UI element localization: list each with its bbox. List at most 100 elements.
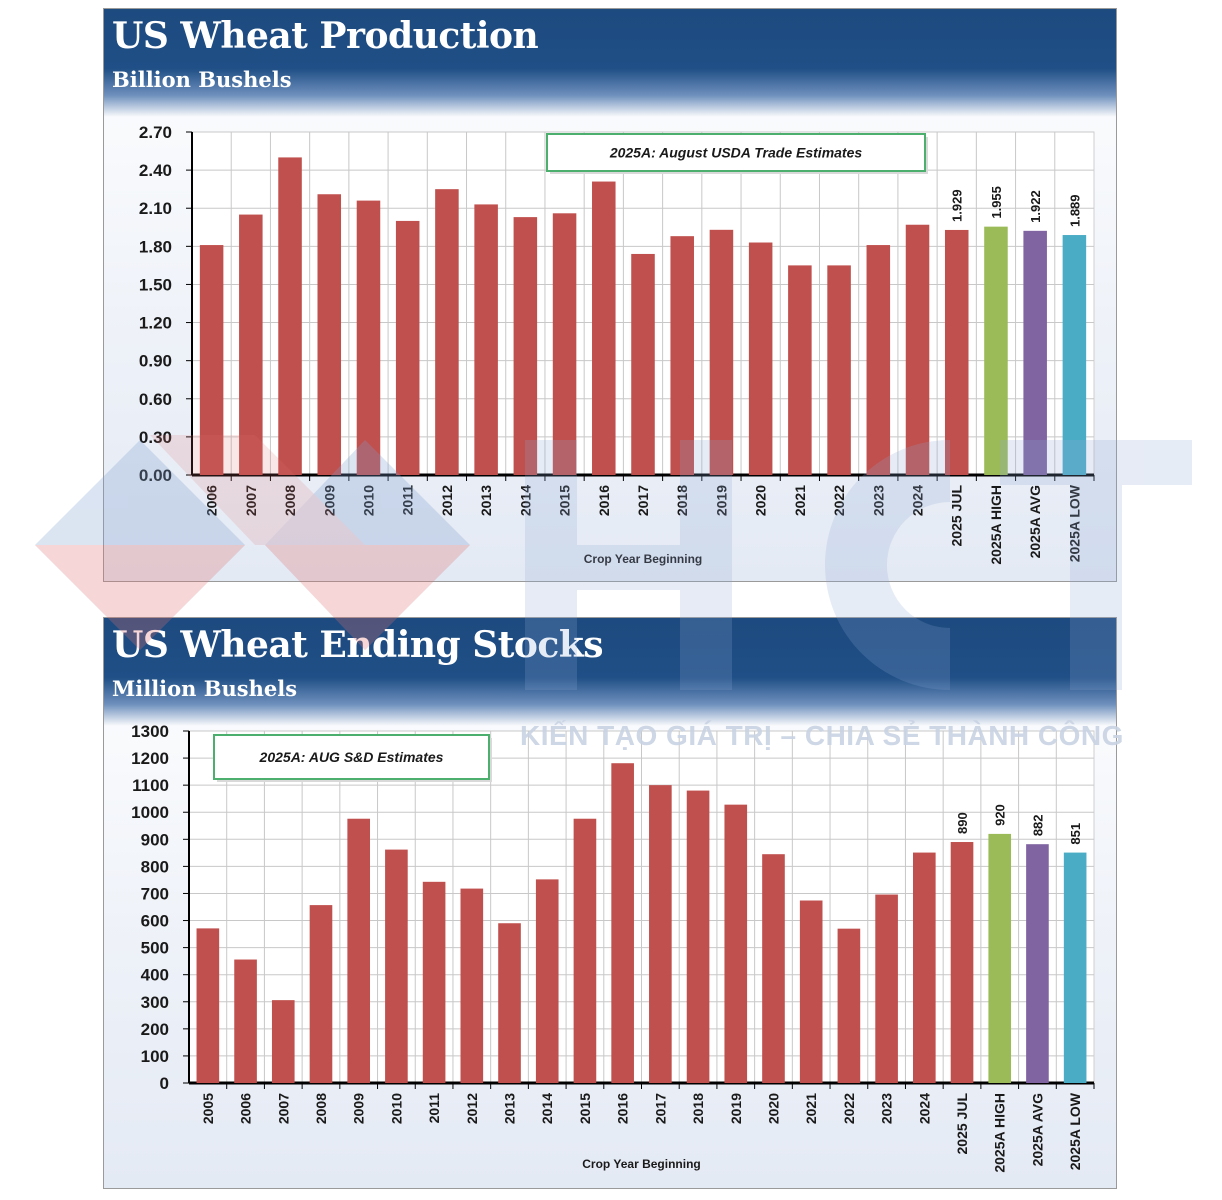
x-tick-label: 2017: [635, 485, 651, 516]
x-tick-label: 2015: [577, 1093, 593, 1124]
bar: [611, 763, 634, 1083]
annotation-text: 2025A: August USDA Trade Estimates: [609, 145, 863, 161]
bar: [913, 852, 936, 1083]
x-tick-label: 2018: [690, 1093, 706, 1124]
bar: [670, 236, 694, 475]
production-chart: 0.00 0.30 0.60 0.90 1.20 1.50 1.80 2.10 2.40 2.70…: [139, 123, 1095, 566]
data-label: 1.955: [989, 186, 1004, 219]
y-tick-label: 0.60: [139, 390, 172, 409]
ending-stocks-chart-title: US Wheat Ending Stocks: [112, 624, 604, 666]
x-tick-label: 2010: [388, 1093, 404, 1124]
x-tick-label: 2009: [321, 485, 337, 516]
x-tick-label: 2023: [870, 485, 886, 516]
bar: [724, 804, 748, 1083]
bar: [513, 217, 538, 476]
data-label: 920: [993, 804, 1008, 826]
bar: [278, 157, 302, 475]
y-tick-label: 1.50: [139, 275, 172, 294]
bar: [1062, 235, 1087, 475]
x-tick-label: 2014: [539, 1093, 555, 1124]
bar: [827, 265, 851, 475]
x-tick-label: 2024: [916, 1093, 932, 1124]
y-tick-label: 800: [141, 857, 169, 876]
x-tick-label: 2006: [204, 485, 220, 516]
x-tick-label: 2023: [879, 1093, 895, 1124]
bar: [474, 204, 498, 475]
bar: [271, 1000, 295, 1083]
bar: [356, 200, 381, 475]
bar: [631, 253, 655, 475]
bar: [709, 229, 734, 475]
x-tick-label: 2012: [439, 485, 455, 516]
data-label: 851: [1068, 823, 1083, 845]
x-tick-label: 2018: [674, 485, 690, 516]
x-tick-label: 2005: [200, 1093, 216, 1124]
production-chart-title: US Wheat Production: [112, 15, 539, 57]
bar: [196, 928, 220, 1083]
x-axis-title: Crop Year Beginning: [582, 1157, 700, 1171]
bar: [422, 881, 446, 1083]
y-tick-label: 2.10: [139, 199, 172, 218]
x-tick-label: 2021: [803, 1093, 819, 1124]
bar: [748, 242, 773, 475]
y-tick-label: 0.90: [139, 352, 172, 371]
ending-stocks-chart-subtitle: Million Bushels: [112, 676, 298, 701]
bar: [686, 790, 710, 1083]
y-tick-label: 2.70: [139, 123, 172, 142]
x-tick-label: 2019: [728, 1093, 744, 1124]
bar: [460, 888, 484, 1083]
y-tick-label: 1300: [131, 722, 169, 741]
bar: [535, 879, 559, 1083]
y-tick-label: 500: [141, 939, 169, 958]
x-tick-label: 2009: [351, 1093, 367, 1124]
bar: [866, 245, 891, 475]
x-tick-label: 2007: [243, 485, 259, 516]
bar: [234, 959, 257, 1083]
annotation-text: 2025A: AUG S&D Estimates: [259, 749, 444, 765]
x-tick-label: 2016: [615, 1093, 631, 1124]
x-tick-label: 2015: [557, 485, 573, 516]
bar: [788, 265, 812, 475]
bar: [199, 245, 224, 475]
x-tick-label: 2008: [313, 1093, 329, 1124]
bar: [239, 214, 263, 475]
y-tick-label: 700: [141, 884, 169, 903]
bar: [984, 226, 1008, 475]
production-chart-subtitle: Billion Bushels: [112, 67, 292, 92]
x-axis-title: Crop Year Beginning: [584, 552, 702, 566]
x-tick-label: 2013: [478, 485, 494, 516]
annotation-box: [213, 734, 490, 780]
bar: [988, 833, 1012, 1083]
ending-stocks-chart-panel: US Wheat Ending Stocks Million Bushels 0…: [103, 617, 1117, 1189]
bar: [395, 220, 420, 475]
bar: [435, 189, 459, 475]
y-tick-label: 400: [141, 966, 169, 985]
x-tick-label: 2013: [502, 1093, 518, 1124]
y-tick-label: 900: [141, 830, 169, 849]
x-tick-label: 2020: [753, 485, 769, 516]
x-tick-label: 2011: [426, 1093, 442, 1124]
data-label: 1.929: [950, 189, 965, 222]
y-tick-label: 2.40: [139, 161, 172, 180]
y-tick-label: 0: [160, 1074, 169, 1093]
x-tick-label: 2017: [652, 1093, 668, 1124]
bar: [944, 229, 969, 475]
x-tick-label: 2025A HIGH: [992, 1093, 1008, 1173]
bar: [573, 818, 597, 1083]
data-label: 1.889: [1067, 194, 1082, 227]
x-tick-label: 2006: [238, 1093, 254, 1124]
bar: [317, 194, 342, 475]
bar: [875, 894, 898, 1083]
bar: [552, 213, 577, 475]
production-chart-banner: [104, 9, 1116, 117]
bar: [347, 818, 370, 1083]
x-tick-label: 2025A LOW: [1067, 1092, 1083, 1170]
data-label: 890: [955, 812, 970, 834]
x-tick-label: 2024: [910, 485, 926, 516]
x-tick-label: 2016: [596, 485, 612, 516]
bar: [799, 900, 823, 1083]
x-tick-label: 2025 JUL: [954, 1093, 970, 1155]
y-tick-label: 0.30: [139, 428, 172, 447]
annotation-box: [546, 133, 926, 172]
bar: [1023, 230, 1047, 475]
